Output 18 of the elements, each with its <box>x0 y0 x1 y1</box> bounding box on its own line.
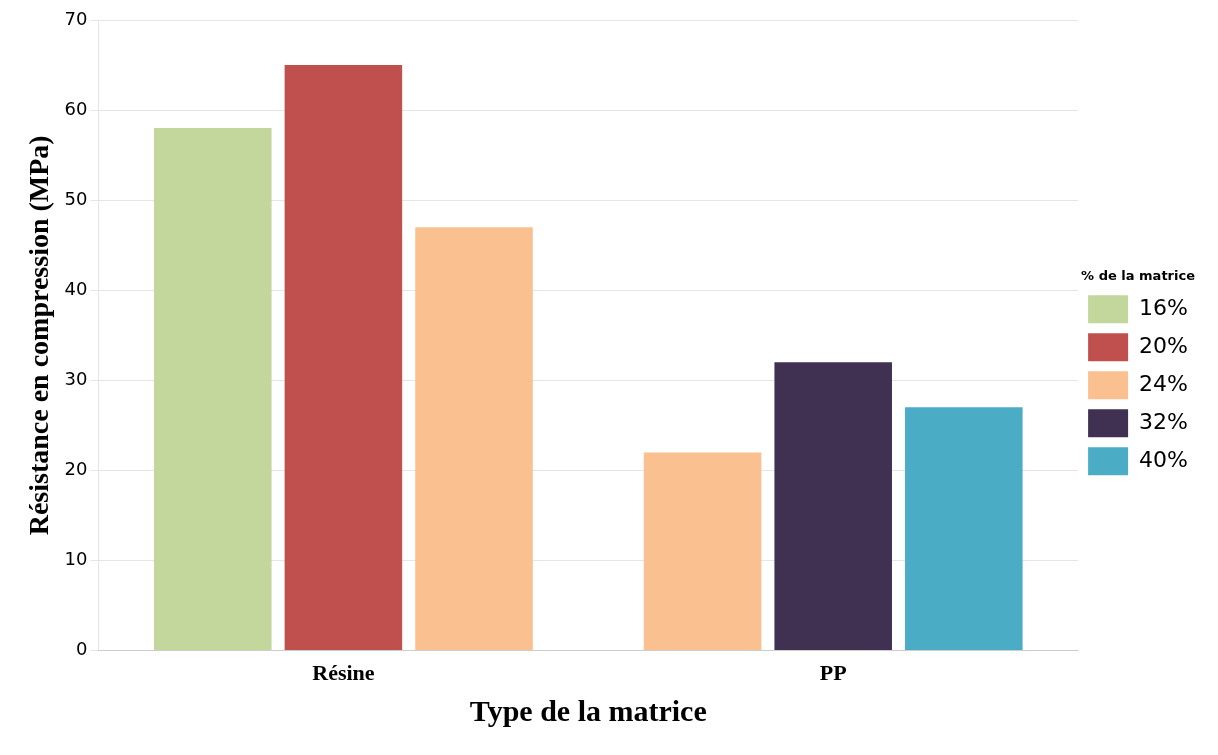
legend-title: % de la matrice <box>1081 267 1196 283</box>
x-tick-label: Résine <box>312 660 375 686</box>
legend-label: 16% <box>1139 295 1189 321</box>
y-tick-label: 20 <box>64 458 88 480</box>
y-tick-label: 40 <box>64 277 88 299</box>
y-tick-label: 30 <box>64 368 88 390</box>
y-tick-label: 0 <box>76 638 88 660</box>
y-tick-label: 50 <box>64 187 88 209</box>
x-tick-label: PP <box>819 660 847 686</box>
legend-label: 40% <box>1139 447 1189 473</box>
legend-label: 20% <box>1139 333 1189 359</box>
legend-label: 24% <box>1139 371 1189 397</box>
y-tick-label: 60 <box>64 97 88 119</box>
legend-label: 32% <box>1139 409 1189 435</box>
y-tick-label: 70 <box>64 7 88 29</box>
x-axis-title: Type de la matrice <box>469 693 707 727</box>
y-axis-title: Résistance en compression (MPa) <box>23 135 55 536</box>
y-tick-label: 10 <box>64 548 88 570</box>
